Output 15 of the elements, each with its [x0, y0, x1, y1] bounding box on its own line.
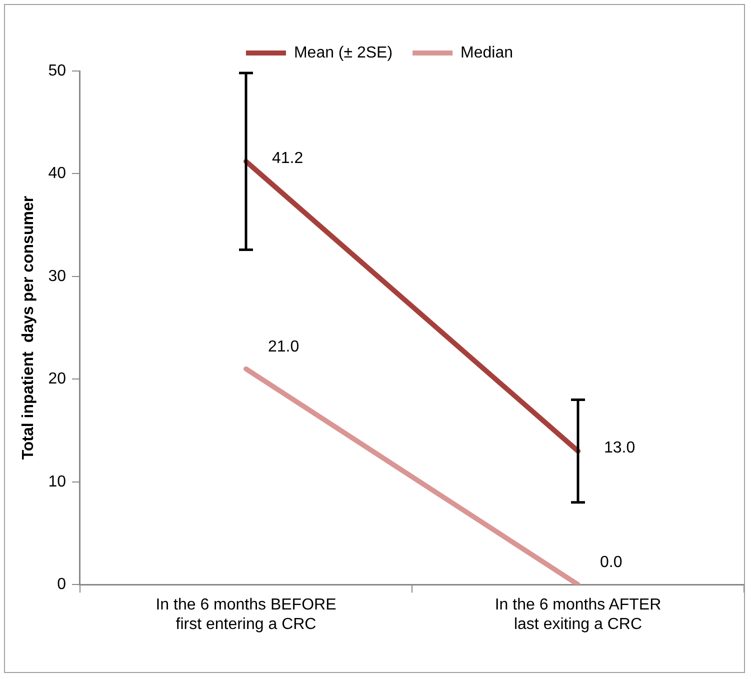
- data-label: 0.0: [600, 554, 622, 572]
- y-tick-label: 0: [57, 576, 66, 594]
- y-tick-label: 50: [48, 62, 66, 80]
- data-label: 21.0: [268, 338, 300, 356]
- legend-label: Median: [460, 44, 514, 62]
- y-tick-label: 10: [48, 473, 66, 490]
- y-axis-title: Total inpatient days per consumer: [20, 196, 38, 460]
- y-tick-label: 30: [48, 268, 66, 285]
- y-tick-label: 20: [48, 370, 66, 388]
- x-tick-label: In the 6 months BEFORE first entering a CRC: [156, 596, 336, 633]
- data-label: 13.0: [604, 439, 636, 456]
- y-tick-label: 40: [48, 165, 66, 182]
- data-label: 41.2: [272, 150, 304, 167]
- x-tick-label: In the 6 months AFTER last exiting a CRC: [494, 596, 662, 633]
- legend-label: Mean (± 2SE): [294, 44, 393, 62]
